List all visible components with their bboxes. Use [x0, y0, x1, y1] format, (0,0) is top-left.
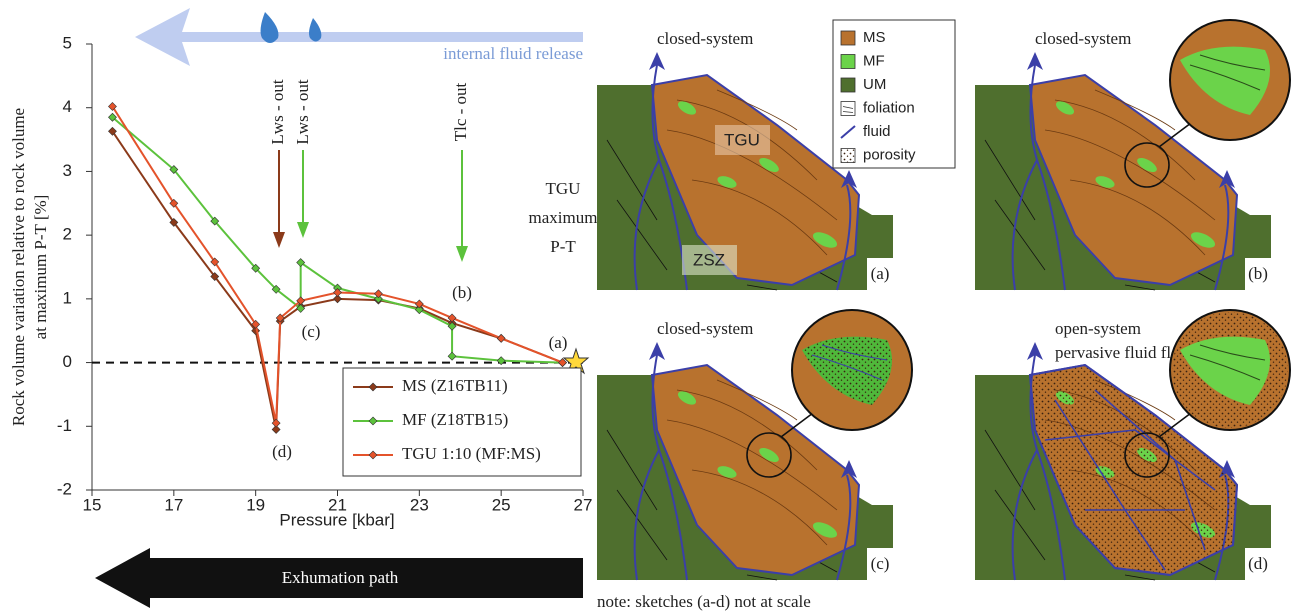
body: internal fluid release Pressure [kbar] R…: [0, 0, 1313, 615]
y-tick-label: 2: [63, 225, 72, 244]
marker: [448, 352, 456, 360]
arrowhead: [297, 222, 309, 238]
x-tick-label: 25: [492, 495, 511, 514]
legend-label: MF (Z18TB15): [402, 410, 508, 429]
arrowhead: [456, 246, 468, 262]
series-line: [112, 117, 562, 362]
y-axis-label-line: at maximum P-T [%]: [31, 195, 50, 340]
annotation: (b): [452, 283, 472, 302]
note: note: sketches (a-d) not at scale: [597, 592, 811, 611]
panel-title: closed-system: [657, 29, 753, 48]
legend-swatch: [841, 31, 855, 45]
unit-label: TGU: [724, 130, 760, 149]
panel-title: closed-system: [657, 319, 753, 338]
annotation: internal fluid release: [443, 44, 583, 63]
annotation: maximum: [529, 208, 598, 227]
x-tick-label: 15: [83, 495, 102, 514]
x-tick-label: 21: [328, 495, 347, 514]
legend-label: MS: [863, 29, 886, 46]
legend-swatch: [841, 78, 855, 92]
panel-label: (c): [871, 554, 890, 573]
marker: [374, 290, 382, 298]
panel-title: closed-system: [1035, 29, 1131, 48]
annotation: Tlc - out: [451, 82, 470, 141]
y-tick-label: 5: [63, 33, 72, 52]
legend-label: TGU 1:10 (MF:MS): [402, 444, 541, 463]
sketch-panel: closed-system (b): [975, 20, 1290, 290]
legend-label: foliation: [863, 99, 915, 116]
figure: internal fluid release Pressure [kbar] R…: [0, 0, 1313, 615]
y-tick-label: 4: [63, 97, 72, 116]
legend-swatch: [841, 149, 855, 163]
legend: MS (Z16TB11) MF (Z18TB15) TGU 1:10 (MF:MS): [343, 368, 581, 476]
annotation: (d): [272, 442, 292, 461]
marker: [415, 300, 423, 308]
annotation: Lws - out: [293, 79, 312, 144]
legend-swatch: [841, 55, 855, 69]
water-drop: [261, 12, 279, 43]
y-tick-label: 3: [63, 161, 72, 180]
water-drop: [309, 18, 321, 42]
sketch-panel: closed-system (a) TGU ZSZ MS MF UM foliation flu…: [597, 20, 955, 290]
panel-label: (b): [1248, 264, 1268, 283]
page: Rock volume variation and fluid sketches…: [0, 0, 1313, 615]
unit-label: ZSZ: [693, 250, 725, 269]
annotation: (a): [549, 333, 568, 352]
legend-label: MS (Z16TB11): [402, 376, 508, 395]
x-tick-label: 23: [410, 495, 429, 514]
panel-label: (a): [871, 264, 890, 283]
y-tick-label: -1: [57, 416, 72, 435]
y-axis-label: Rock volume variation relative to rock v…: [9, 108, 50, 426]
annotation: Lws - out: [268, 79, 287, 144]
sketches: closed-system (a) TGU ZSZ MS MF UM foliation flu…: [597, 20, 1290, 580]
y-tick-label: 1: [63, 288, 72, 307]
arrowhead: [273, 232, 285, 248]
annotation: (c): [302, 322, 321, 341]
y-tick-label: -2: [57, 479, 72, 498]
x-tick-label: 27: [574, 495, 593, 514]
sketch-legend: MS MF UM foliation fluid porosity: [833, 20, 955, 168]
panel-title: open-system: [1055, 319, 1141, 338]
y-tick-label: 0: [63, 352, 72, 371]
legend-label: MF: [863, 52, 885, 69]
legend-label: UM: [863, 76, 886, 93]
panel-label: (d): [1248, 554, 1268, 573]
legend-label: fluid: [863, 123, 891, 140]
legend-label: porosity: [863, 146, 916, 163]
annotation: Exhumation path: [282, 568, 399, 587]
annotation: P-T: [550, 237, 576, 256]
x-tick-label: 17: [164, 495, 183, 514]
y-axis-label-line: Rock volume variation relative to rock v…: [9, 108, 28, 426]
annotation: TGU: [546, 179, 581, 198]
x-tick-label: 19: [246, 495, 265, 514]
marker: [497, 334, 505, 342]
sketch-panel: closed-system (c): [597, 310, 912, 580]
